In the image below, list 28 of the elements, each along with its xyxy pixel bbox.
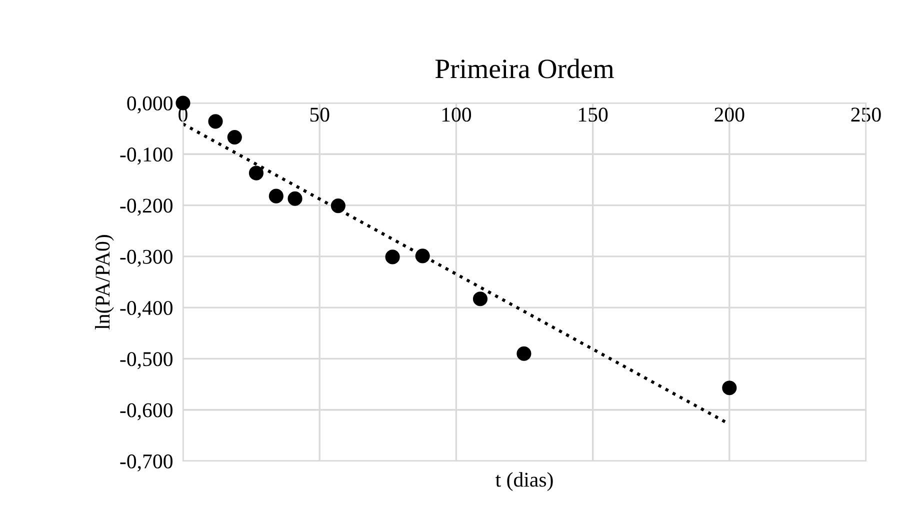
point bbox=[330, 198, 346, 214]
y-tick-label: -0,700 bbox=[120, 454, 172, 472]
x-tick-label: 100 bbox=[442, 108, 472, 122]
y-tick-label: 0,000 bbox=[127, 96, 172, 114]
point bbox=[227, 130, 242, 145]
y-tick-label: -0,200 bbox=[120, 198, 172, 216]
point bbox=[268, 188, 284, 204]
point bbox=[722, 380, 737, 396]
point bbox=[176, 96, 190, 110]
x-tick-label: 200 bbox=[714, 108, 744, 122]
point bbox=[516, 346, 532, 361]
chart-title: Primeira Ordem bbox=[435, 58, 614, 78]
point bbox=[415, 248, 430, 264]
point bbox=[208, 114, 223, 129]
x-tick-label: 50 bbox=[310, 108, 330, 122]
y-tick-label: -0,300 bbox=[120, 250, 172, 267]
y-tick-label: -0,400 bbox=[120, 300, 172, 318]
point bbox=[472, 292, 488, 306]
point bbox=[288, 191, 302, 206]
point bbox=[385, 250, 400, 264]
point bbox=[248, 166, 264, 180]
y-tick-label: -0,100 bbox=[120, 148, 172, 165]
y-tick-label: -0,500 bbox=[120, 352, 172, 370]
x-axis-title: t (dias) bbox=[495, 472, 553, 492]
x-tick-label: 150 bbox=[579, 108, 608, 122]
y-axis-title: ln(PA/PA0) bbox=[95, 235, 114, 330]
y-tick-label: -0,600 bbox=[120, 403, 172, 420]
x-tick-label: 250 bbox=[851, 108, 881, 122]
